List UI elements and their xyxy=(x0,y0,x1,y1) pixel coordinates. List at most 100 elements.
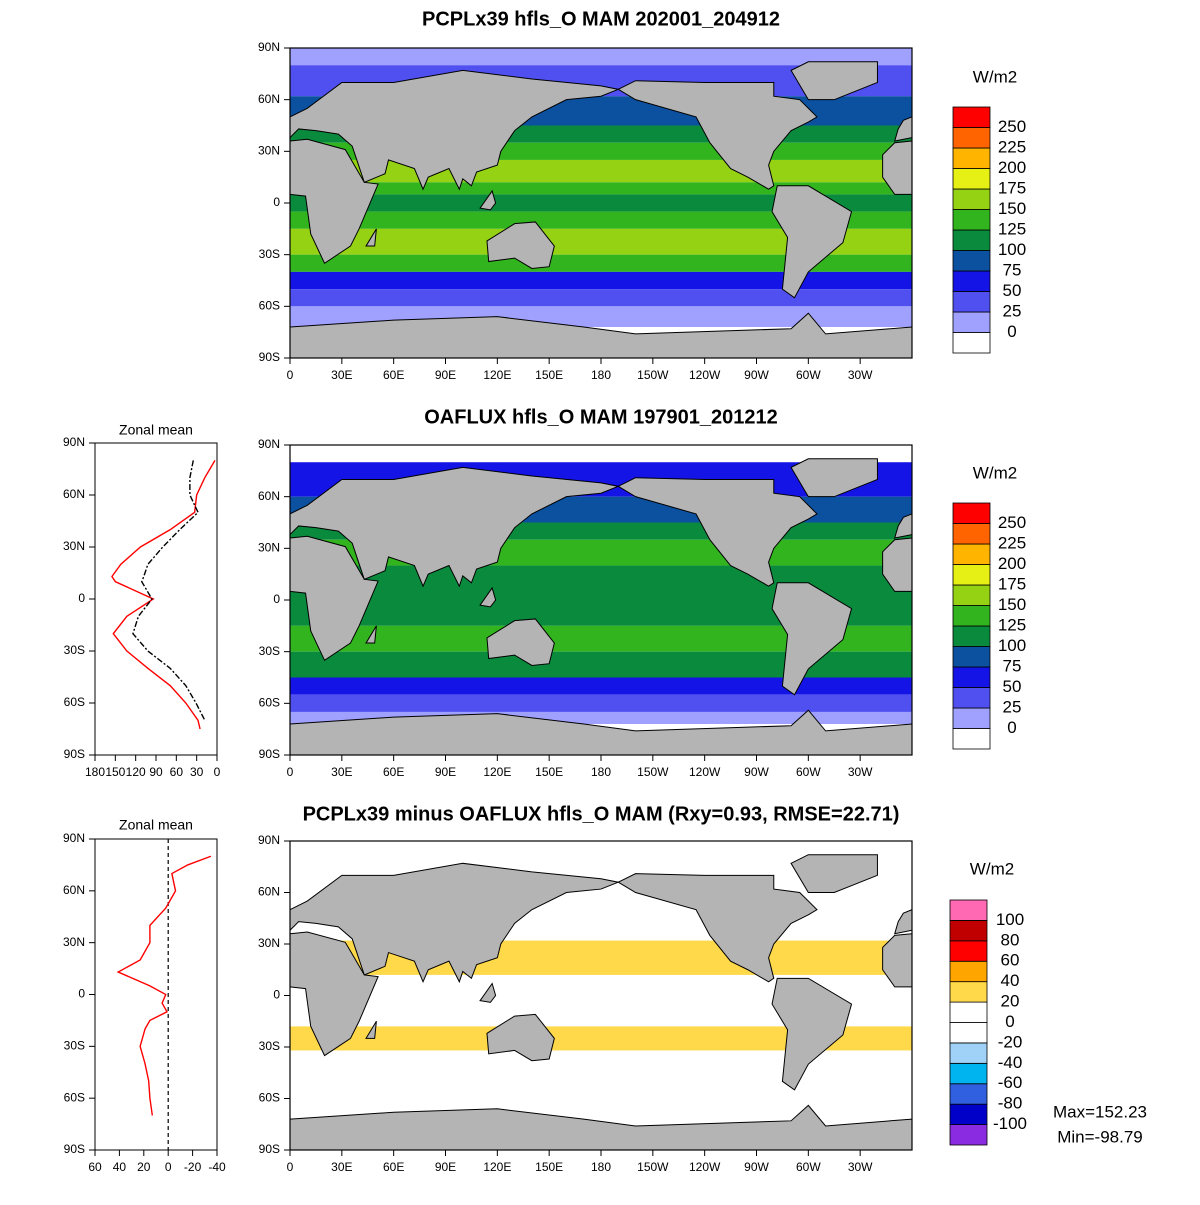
colorbar-box xyxy=(949,1103,988,1125)
colorbar-box xyxy=(952,291,991,313)
y-tick-label: 90S xyxy=(64,747,85,761)
colorbar-label: 0 xyxy=(1005,1012,1014,1031)
y-tick-label: 60S xyxy=(64,695,85,709)
colorbar-box xyxy=(949,920,988,942)
land xyxy=(771,582,853,696)
colorbar-label: 125 xyxy=(998,219,1026,238)
x-tick-label: 0 xyxy=(165,1160,172,1174)
zonal-mean-line xyxy=(111,459,216,730)
zonal-mean-line xyxy=(132,460,206,721)
field-band xyxy=(290,182,912,195)
x-tick-label: 30E xyxy=(331,368,352,382)
y-tick-label: 60S xyxy=(259,299,280,313)
x-tick-label: 30E xyxy=(331,1160,352,1174)
land xyxy=(486,618,555,666)
y-tick-label: 30N xyxy=(258,936,280,950)
land xyxy=(290,535,379,662)
map-title: PCPLx39 hfls_O MAM 202001_204912 xyxy=(422,8,780,30)
y-tick-label: 0 xyxy=(78,987,85,1001)
colorbar-label: -20 xyxy=(998,1032,1023,1051)
colorbar-box xyxy=(952,147,991,169)
x-tick-label: -20 xyxy=(184,1160,202,1174)
map-field xyxy=(290,445,912,755)
colorbar-label: 25 xyxy=(1003,697,1022,716)
map-field xyxy=(290,841,912,1150)
colorbar-box xyxy=(952,502,991,524)
colorbar-box xyxy=(952,605,991,627)
colorbar-label: 20 xyxy=(1001,992,1020,1011)
field-band xyxy=(290,271,912,290)
x-tick-label: 0 xyxy=(287,368,294,382)
x-tick-label: 180 xyxy=(591,368,611,382)
y-tick-label: 90N xyxy=(63,831,85,845)
colorbar-box xyxy=(952,687,991,709)
y-tick-label: 60S xyxy=(259,696,280,710)
y-tick-label: 0 xyxy=(273,988,280,1002)
land xyxy=(290,466,621,588)
x-tick-label: 30W xyxy=(848,765,873,779)
y-tick-label: 30S xyxy=(64,1039,85,1053)
map-field xyxy=(290,48,912,358)
x-tick-label: 30W xyxy=(848,1160,873,1174)
land xyxy=(290,862,621,984)
x-tick-label: 60E xyxy=(383,1160,404,1174)
colorbar-box xyxy=(952,543,991,565)
x-tick-label: 30E xyxy=(331,765,352,779)
y-tick-label: 0 xyxy=(273,195,280,209)
colorbar-label: 200 xyxy=(998,158,1026,177)
panel-frame xyxy=(94,838,218,1151)
x-tick-label: 60W xyxy=(796,368,821,382)
x-tick-label: 60 xyxy=(170,765,184,779)
colorbar-box xyxy=(952,523,991,545)
colorbar-label: -100 xyxy=(993,1114,1027,1133)
x-tick-label: 40 xyxy=(113,1160,127,1174)
x-tick-label: 150W xyxy=(637,765,669,779)
colorbar-box xyxy=(952,270,991,292)
colorbar-box xyxy=(952,728,991,750)
land xyxy=(882,140,912,195)
y-tick-label: 90N xyxy=(258,40,280,54)
colorbar-label: 50 xyxy=(1003,677,1022,696)
x-tick-label: 90E xyxy=(435,368,456,382)
y-tick-label: 30N xyxy=(258,144,280,158)
x-tick-label: 120W xyxy=(689,1160,721,1174)
land xyxy=(894,513,912,539)
x-tick-label: 90 xyxy=(149,765,163,779)
y-tick-label: 90S xyxy=(259,1142,280,1156)
colorbar-label: 100 xyxy=(996,910,1024,929)
colorbar-box xyxy=(952,127,991,149)
land xyxy=(894,909,912,935)
land xyxy=(365,1020,377,1039)
x-tick-label: -40 xyxy=(208,1160,226,1174)
y-tick-label: 30N xyxy=(63,539,85,553)
x-tick-label: 120E xyxy=(483,368,511,382)
colorbar-box xyxy=(952,188,991,210)
land xyxy=(882,537,912,592)
map-title: PCPLx39 minus OAFLUX hfls_O MAM (Rxy=0.9… xyxy=(303,803,900,825)
y-tick-label: 30S xyxy=(259,644,280,658)
colorbar-box xyxy=(949,1001,988,1023)
colorbar-box xyxy=(952,209,991,231)
x-tick-label: 180 xyxy=(591,765,611,779)
land xyxy=(479,982,497,1003)
land xyxy=(617,477,818,587)
panel-title: Zonal mean xyxy=(119,817,193,833)
y-tick-label: 60S xyxy=(259,1091,280,1105)
colorbar-label: 225 xyxy=(998,137,1026,156)
x-tick-label: 150W xyxy=(637,1160,669,1174)
colorbar-label: 50 xyxy=(1003,281,1022,300)
colorbar-label: 75 xyxy=(1003,260,1022,279)
y-tick-label: 0 xyxy=(273,592,280,606)
y-tick-label: 60N xyxy=(258,92,280,106)
y-tick-label: 90N xyxy=(258,833,280,847)
y-tick-label: 90S xyxy=(259,747,280,761)
x-tick-label: 60E xyxy=(383,765,404,779)
x-tick-label: 90W xyxy=(744,368,769,382)
colorbar-title: W/m2 xyxy=(973,67,1017,86)
land xyxy=(771,977,853,1091)
colorbar-label: 250 xyxy=(998,513,1026,532)
field-band xyxy=(290,48,912,66)
field-band xyxy=(290,694,912,712)
x-tick-label: 90W xyxy=(744,765,769,779)
